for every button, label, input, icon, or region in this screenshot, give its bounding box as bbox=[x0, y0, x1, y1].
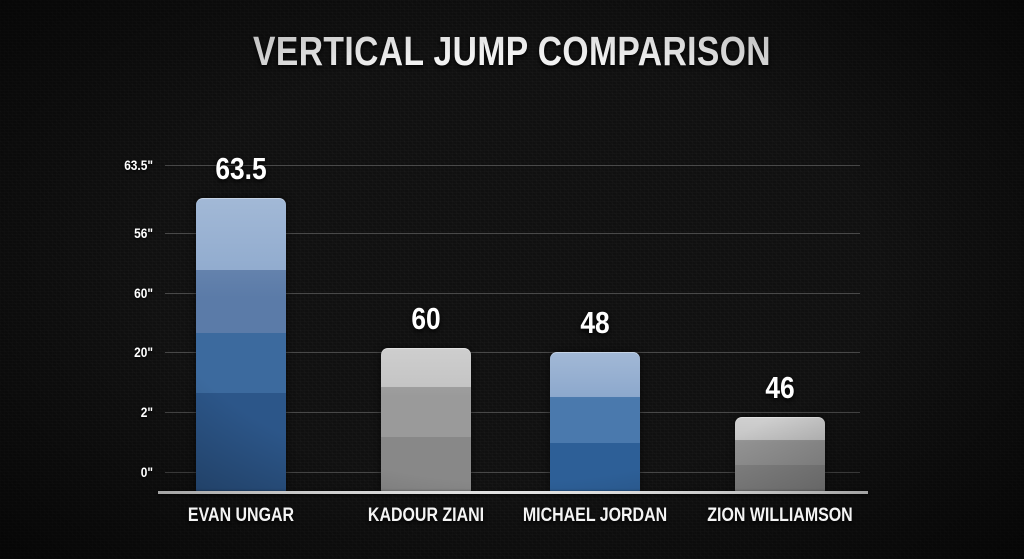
bar-segment bbox=[735, 465, 825, 492]
y-axis-tick-label: 63.5" bbox=[124, 157, 153, 173]
y-axis-tick-label: 2" bbox=[140, 404, 153, 420]
bar-value-label: 46 bbox=[765, 370, 795, 405]
bar[interactable] bbox=[550, 352, 640, 492]
bar[interactable] bbox=[381, 348, 471, 492]
plot-area bbox=[165, 160, 860, 493]
bar-segment bbox=[381, 386, 471, 438]
x-axis-line bbox=[158, 491, 868, 494]
y-axis-tick-label: 0" bbox=[140, 464, 153, 480]
y-axis-tick-label: 56" bbox=[134, 225, 153, 241]
bar-segment bbox=[550, 352, 640, 397]
x-axis-category-label: MICHAEL JORDAN bbox=[522, 505, 668, 526]
bar[interactable] bbox=[196, 198, 286, 492]
bar-segment bbox=[735, 417, 825, 440]
bar-segment bbox=[196, 393, 286, 492]
bar-value-label: 60 bbox=[411, 301, 441, 336]
y-axis-tick-label: 60" bbox=[134, 285, 153, 301]
bar-value-label: 48 bbox=[580, 305, 610, 340]
x-axis-category-label: KADOUR ZIANI bbox=[367, 505, 485, 526]
y-axis-tick-label: 20" bbox=[134, 344, 153, 360]
bar-value-label: 63.5 bbox=[215, 151, 267, 186]
bar-segment bbox=[550, 396, 640, 443]
bar-segment bbox=[381, 348, 471, 387]
x-axis-category-label: EVAN UNGAR bbox=[187, 505, 295, 526]
x-axis-category-label: ZION WILLIAMSON bbox=[707, 505, 853, 526]
bar-segment bbox=[196, 198, 286, 271]
bar-segment bbox=[735, 439, 825, 465]
bar-segment bbox=[196, 270, 286, 334]
bar-segment bbox=[550, 442, 640, 492]
bar-segment bbox=[381, 437, 471, 492]
bar-segment bbox=[196, 333, 286, 394]
chart-title: VERTICAL JUMP COMPARISON bbox=[253, 28, 771, 74]
bar[interactable] bbox=[735, 417, 825, 492]
